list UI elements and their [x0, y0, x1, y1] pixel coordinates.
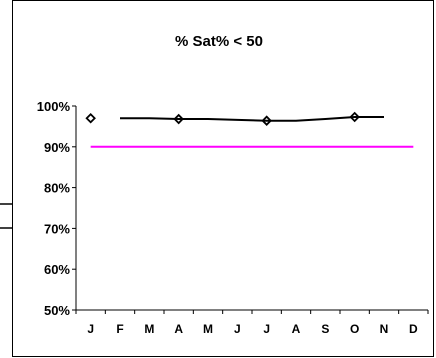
x-tick-label: M: [144, 322, 154, 336]
x-tick-label: A: [174, 322, 183, 336]
x-tick-label: J: [87, 322, 94, 336]
x-tick-label: O: [350, 322, 359, 336]
y-tick-label: 80%: [44, 181, 70, 196]
y-tick-label: 50%: [44, 303, 70, 318]
x-tick-label: F: [116, 322, 123, 336]
x-tick-label: D: [409, 322, 418, 336]
y-tick-label: 70%: [44, 221, 70, 236]
series-line: [120, 116, 384, 122]
plot-area: [85, 111, 414, 148]
chart-area-border: [12, 0, 434, 357]
data-point-marker: [85, 112, 96, 124]
chart-title: % Sat% < 50: [175, 33, 263, 50]
x-tick-label: S: [321, 322, 329, 336]
x-tick-label: A: [292, 322, 301, 336]
x-tick-label: J: [263, 322, 270, 336]
y-tick-label: 90%: [44, 140, 70, 155]
x-tick-label: N: [380, 322, 389, 336]
y-tick-label: 60%: [44, 262, 70, 277]
y-tick-label: 100%: [37, 99, 71, 114]
x-tick-label: M: [203, 322, 213, 336]
y-axis: 100% 90% 80% 70% 60% 50%: [37, 99, 77, 318]
x-tick-label: J: [234, 322, 241, 336]
